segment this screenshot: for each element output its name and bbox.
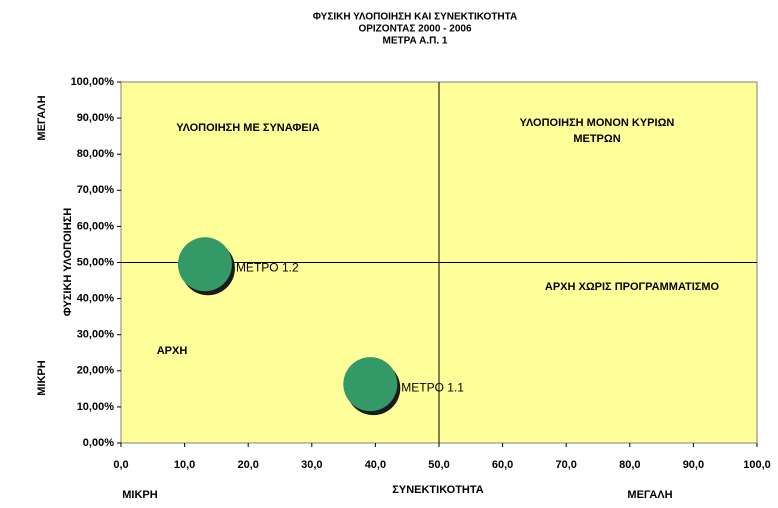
bubble [177, 237, 232, 292]
x-tick-label: 80,0 [619, 459, 640, 471]
x-range-label: ΜΕΓΑΛΗ [627, 489, 672, 501]
x-tick-label: 20,0 [237, 459, 258, 471]
y-range-label: ΜΕΓΑΛΗ [36, 95, 48, 140]
x-tick-label: 0,0 [113, 459, 128, 471]
y-axis-title: ΦΥΣΙΚΗ ΥΛΟΠΟΙΗΣΗ [62, 208, 74, 316]
x-tick-label: 100,0 [743, 459, 771, 471]
y-tick-label: 70,00% [77, 184, 115, 196]
x-tick-label: 40,0 [365, 459, 386, 471]
y-range-label: ΜΙΚΡΗ [36, 360, 48, 396]
y-tick-label: 0,00% [83, 437, 114, 449]
quadrant-label: ΑΡΧΗ [157, 345, 188, 357]
chart-title: ΦΥΣΙΚΗ ΥΛΟΠΟΙΗΣΗ ΚΑΙ ΣΥΝΕΚΤΙΚΟΤΗΤΑ [313, 12, 518, 23]
y-tick-label: 80,00% [77, 148, 115, 160]
quadrant-label: ΥΛΟΠΟΙΗΣΗ ΜΕ ΣΥΝΑΦΕΙΑ [176, 122, 320, 134]
y-tick-label: 30,00% [77, 329, 115, 341]
x-tick-label: 30,0 [301, 459, 322, 471]
x-tick-label: 70,0 [555, 459, 576, 471]
x-axis-title: ΣΥΝΕΚΤΙΚΟΤΗΤΑ [392, 484, 483, 496]
y-tick-label: 50,00% [77, 256, 115, 268]
quadrant-label: ΑΡΧΗ ΧΩΡΙΣ ΠΡΟΓΡΑΜΜΑΤΙΣΜΟ [545, 281, 720, 293]
quadrant-label: ΥΛΟΠΟΙΗΣΗ ΜΟΝΟΝ ΚΥΡΙΩΝ [520, 117, 675, 129]
chart-title: ΟΡΙΖΟΝΤΑΣ 2000 - 2006 [358, 24, 472, 35]
y-tick-label: 60,00% [77, 220, 115, 232]
y-tick-label: 100,00% [71, 76, 115, 88]
bubble [343, 357, 398, 412]
y-tick-label: 40,00% [77, 293, 115, 305]
x-tick-label: 60,0 [492, 459, 513, 471]
y-tick-label: 10,00% [77, 401, 115, 413]
quadrant-label: ΜΕΤΡΩΝ [573, 133, 620, 145]
point-label: ΜΕΤΡΟ 1.1 [401, 380, 464, 394]
point-label: ΜΕΤΡΟ 1.2 [236, 260, 299, 274]
x-tick-label: 90,0 [683, 459, 704, 471]
y-tick-label: 90,00% [77, 112, 115, 124]
x-range-label: ΜΙΚΡΗ [122, 489, 158, 501]
x-tick-label: 10,0 [174, 459, 195, 471]
chart-title: ΜΕΤΡΑ Α.Π. 1 [382, 36, 447, 47]
y-tick-label: 20,00% [77, 365, 115, 377]
x-tick-label: 50,0 [428, 459, 449, 471]
